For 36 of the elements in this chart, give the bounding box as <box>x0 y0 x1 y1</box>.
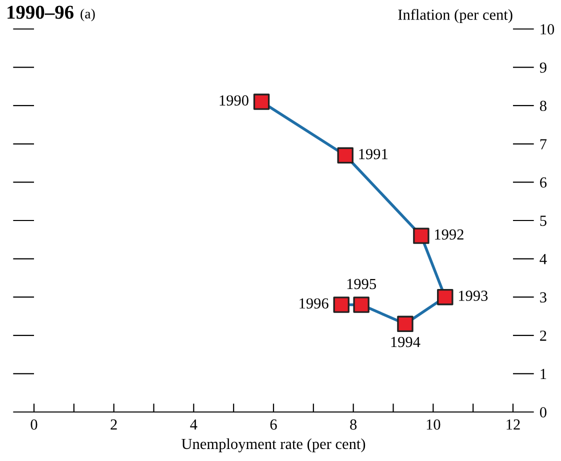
y-tick-label: 0 <box>540 407 546 418</box>
x-axis-title: Unemployment rate (per cent) <box>182 438 366 452</box>
y-axis-title: Inflation (per cent) <box>398 8 512 24</box>
y-tick-label: 10 <box>540 24 554 34</box>
x-tick-label: 2 <box>110 419 117 430</box>
annotation: 1990 <box>220 95 248 106</box>
x-tick-label: 12 <box>506 419 520 430</box>
annotation: 1995 <box>347 278 376 290</box>
y-tick-label: 3 <box>540 292 546 303</box>
y-tick-label: 6 <box>540 177 547 188</box>
annotation: 1994 <box>391 336 420 348</box>
x-tick-label: 4 <box>190 419 198 430</box>
x-tick-label: 8 <box>350 419 357 430</box>
point <box>397 316 414 332</box>
point <box>337 147 354 164</box>
y-tick-label: 8 <box>540 100 546 112</box>
x-tick-label: 10 <box>426 419 440 430</box>
chart-title: 1990–96 <box>8 6 74 19</box>
point <box>353 296 370 313</box>
point <box>333 296 350 313</box>
y-tick-label: 2 <box>540 330 546 341</box>
y-tick-label: 9 <box>540 62 546 73</box>
annotation: 1991 <box>359 148 388 160</box>
point <box>253 94 270 110</box>
x-tick-label: 6 <box>270 419 277 430</box>
y-tick-label: 4 <box>540 254 547 264</box>
annotation: 1996 <box>300 298 328 309</box>
x-tick-label: 0 <box>30 419 38 430</box>
y-tick-label: 7 <box>540 139 547 150</box>
y-tick-label: 1 <box>540 368 546 379</box>
point <box>437 288 454 306</box>
y-tick-label: 5 <box>540 216 546 226</box>
chart-subtitle: (a) <box>80 8 95 22</box>
point <box>413 228 430 244</box>
annotation: 1993 <box>458 290 488 301</box>
annotation: 1992 <box>435 229 464 240</box>
